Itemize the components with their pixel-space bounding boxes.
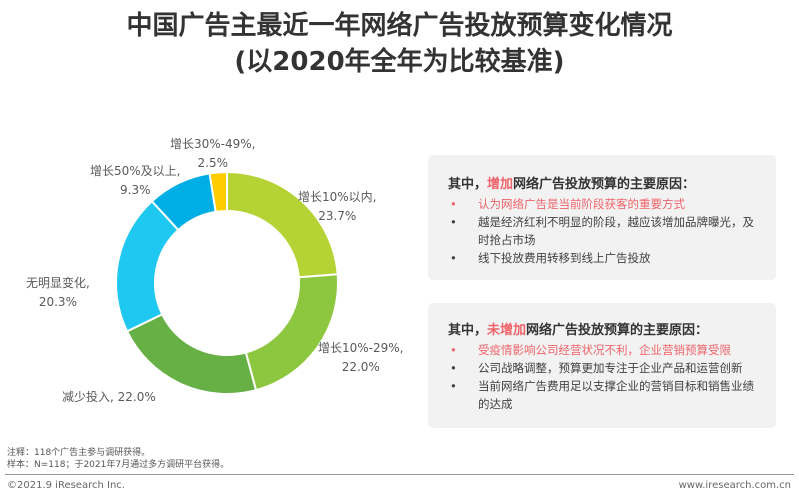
- reason-item: 认为网络广告是当前阶段获客的重要方式: [428, 195, 776, 213]
- note-text: 注释：118个广告主参与调研获得。: [7, 448, 151, 458]
- increase-reasons-box: 其中，增加网络广告投放预算的主要原因： 认为网络广告是当前阶段获客的重要方式 越…: [428, 155, 776, 280]
- footer-divider: [5, 474, 794, 475]
- copyright: ©2021.9 iResearch Inc.: [7, 480, 125, 491]
- page-title: 中国广告主最近一年网络广告投放预算变化情况 (以2020年全年为比较基准): [0, 8, 799, 80]
- increase-heading: 其中，增加网络广告投放预算的主要原因：: [448, 177, 696, 192]
- no-increase-reasons-box: 其中，未增加网络广告投放预算的主要原因： 受疫情影响公司经营状况不利，企业营销预…: [428, 303, 776, 428]
- slice-label-1: 增长10%-29%, 22.0%: [318, 341, 404, 374]
- slice-label-4: 增长50%及以上, 9.3%: [90, 164, 181, 197]
- notes: 注释：118个广告主参与调研获得。 样本：N=118；于2021年7月通过多方调…: [7, 447, 229, 471]
- slice-label-5: 增长30%-49%, 2.5%: [170, 137, 256, 170]
- reason-item: 越是经济红利不明显的阶段，越应该增加品牌曝光，及时抢占市场: [428, 213, 776, 249]
- reason-item: 线下投放费用转移到线上广告投放: [428, 249, 776, 267]
- reason-item: 公司战略调整，预算更加专注于企业产品和运营创新: [428, 359, 776, 377]
- website-link[interactable]: www.iresearch.com.cn: [678, 480, 791, 491]
- donut-slice-2: [125, 312, 258, 395]
- title-line2: (以2020年全年为比较基准): [234, 47, 565, 77]
- slice-label-2: 减少投入, 22.0%: [62, 390, 156, 404]
- reason-item: 受疫情影响公司经营状况不利，企业营销预算受限: [428, 341, 776, 359]
- title-line1: 中国广告主最近一年网络广告投放预算变化情况: [126, 11, 673, 41]
- reason-item: 当前网络广告费用足以支撑企业的营销目标和销售业绩的达成: [428, 377, 776, 413]
- slice-label-3: 无明显变化, 20.3%: [26, 276, 90, 309]
- sample-text: 样本：N=118；于2021年7月通过多方调研平台获得。: [7, 460, 230, 470]
- slice-label-0: 增长10%以内, 23.7%: [298, 190, 377, 223]
- donut-slice-5: [208, 170, 228, 214]
- no-increase-heading: 其中，未增加网络广告投放预算的主要原因：: [448, 323, 709, 338]
